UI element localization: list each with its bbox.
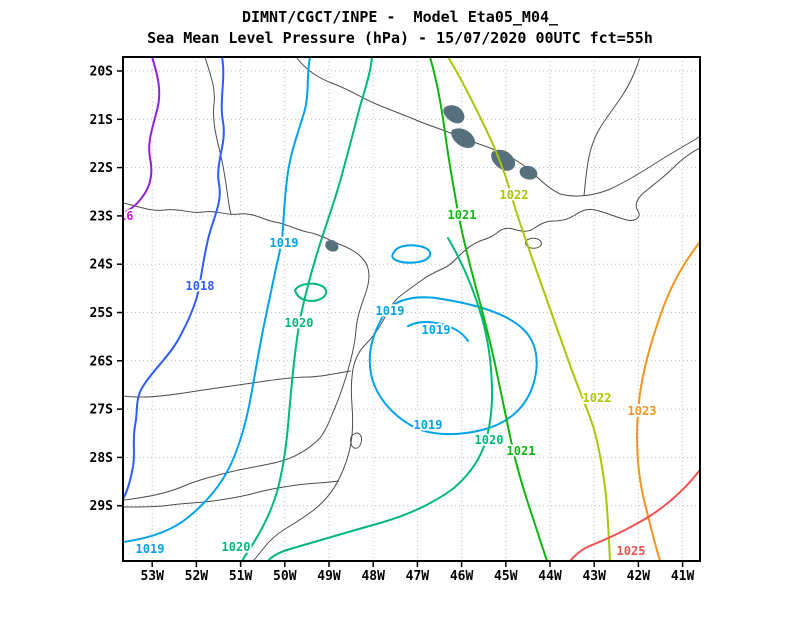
isobar-line	[123, 57, 225, 500]
contour-labels: 1016 1018 1019 1019 1019 1019 1019 1020 1020 1020…	[105, 186, 658, 560]
isobar-line	[429, 57, 548, 561]
isobar-label: 1019	[414, 418, 443, 432]
x-tick-label: 45W	[494, 569, 518, 584]
isobar-label: 1020	[285, 316, 314, 330]
isobar-line	[569, 469, 700, 561]
y-tick-label: 29S	[90, 499, 114, 514]
isobar-label: 1019	[270, 236, 299, 250]
isobar-label: 1021	[507, 444, 536, 458]
coastline-outline	[350, 432, 362, 449]
y-tick-label: 23S	[90, 209, 114, 224]
x-tick-label: 50W	[273, 569, 297, 584]
contour-level-1020	[241, 57, 494, 561]
isobar-label: 1020	[475, 433, 504, 447]
isobar-label: 1020	[222, 540, 251, 554]
isobar-line	[293, 282, 328, 302]
contour-level-1021	[429, 57, 548, 561]
isobar-line	[635, 241, 700, 561]
x-tick-label: 48W	[361, 569, 385, 584]
isobar-label: 1021	[448, 208, 477, 222]
state-border-line	[204, 57, 232, 215]
contour-level-1025	[569, 469, 700, 561]
contour-level-1016	[123, 57, 161, 214]
y-tick-label: 25S	[90, 306, 114, 321]
y-tick-label: 22S	[90, 161, 114, 176]
state-border-line	[583, 57, 641, 197]
basemap	[123, 57, 700, 561]
x-tick-label: 46W	[450, 569, 474, 584]
state-border-line	[319, 258, 370, 439]
isobar-line	[123, 57, 161, 214]
isobar-label: 1016	[105, 209, 134, 223]
contour-level-1023	[635, 241, 700, 561]
state-border-line	[123, 370, 352, 398]
x-tick-label: 51W	[229, 569, 253, 584]
isobar-label: 1019	[376, 304, 405, 318]
y-tick-label: 21S	[90, 113, 114, 128]
isobar-line	[447, 57, 611, 561]
x-tick-label: 44W	[538, 569, 562, 584]
y-tick-label: 27S	[90, 403, 114, 418]
coastline-outline	[525, 237, 542, 249]
plot-frame	[122, 56, 701, 562]
y-tick-label: 20S	[90, 65, 114, 80]
isobar-label: 1018	[186, 279, 215, 293]
x-tick-label: 47W	[406, 569, 430, 584]
isobar-line	[241, 57, 373, 561]
reservoir-shape	[451, 128, 476, 148]
y-tick-label: 26S	[90, 354, 114, 369]
isobar-line	[267, 237, 494, 561]
map-title-line1: DIMNT/CGCT/INPE - Model Eta05_M04_	[241, 8, 559, 26]
coastline-outline	[252, 147, 700, 561]
isobar-label: 1022	[500, 188, 529, 202]
state-border-line	[123, 437, 321, 501]
x-tick-label: 42W	[627, 569, 651, 584]
isobar-line	[391, 244, 432, 264]
isobar-line	[407, 321, 469, 342]
x-tick-label: 43W	[582, 569, 606, 584]
isobar-line	[123, 57, 311, 543]
x-tick-label: 49W	[317, 569, 341, 584]
map-title-line2: Sea Mean Level Pressure (hPa) - 15/07/20…	[147, 29, 653, 47]
reservoir-shape	[443, 105, 465, 124]
plot-gridlines	[123, 57, 700, 561]
isobar-label: 1019	[136, 542, 165, 556]
state-border-line	[123, 202, 364, 260]
contour-level-1022	[447, 57, 611, 561]
y-tick-label: 28S	[90, 451, 114, 466]
reservoir-shape	[519, 165, 538, 180]
x-tick-label: 53W	[140, 569, 164, 584]
axes: 53W 52W 51W 50W 49W 48W 47W 46W 45W 44W 43W 42W 41W 2…	[90, 65, 695, 585]
isobar-label: 1019	[422, 323, 451, 337]
x-tick-label: 41W	[671, 569, 695, 584]
y-tick-label: 24S	[90, 258, 114, 273]
state-border-line	[295, 57, 700, 197]
reservoir-shape	[325, 239, 339, 252]
isobar-line	[368, 296, 538, 436]
isobar-label: 1022	[583, 391, 612, 405]
contour-level-1019	[123, 57, 538, 543]
isobar-label: 1023	[628, 404, 657, 418]
state-border-line	[123, 480, 340, 508]
contour-level-1018	[123, 57, 225, 500]
isobar-label: 1025	[617, 544, 646, 558]
x-tick-label: 52W	[185, 569, 209, 584]
pressure-contours	[123, 57, 700, 561]
